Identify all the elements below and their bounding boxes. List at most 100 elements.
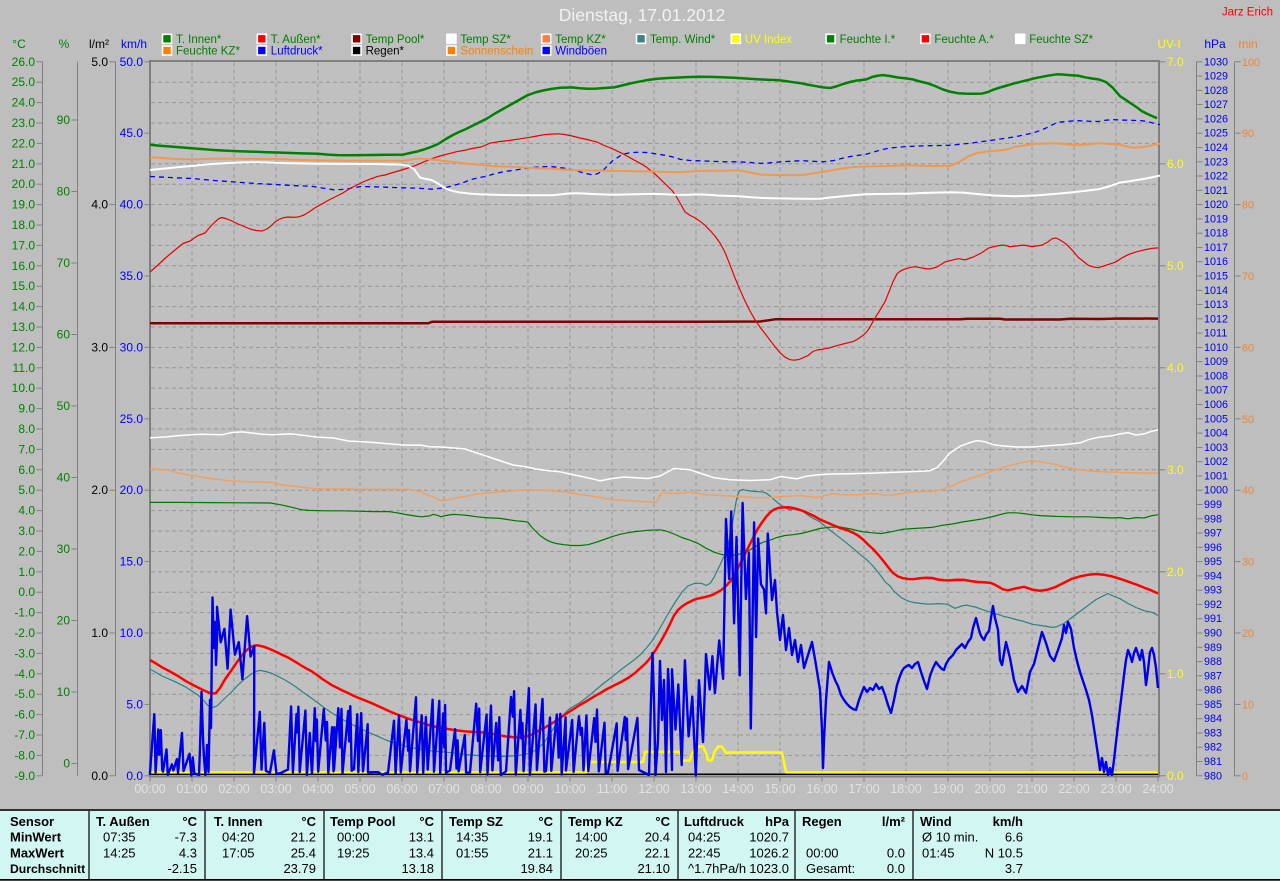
svg-text:50: 50 [1242, 414, 1254, 426]
svg-text:MinWert: MinWert [10, 830, 62, 845]
svg-text:20.4: 20.4 [645, 830, 670, 845]
svg-text:-7.0: -7.0 [14, 728, 35, 742]
svg-text:-7.3: -7.3 [175, 830, 197, 845]
svg-text:01:45: 01:45 [922, 845, 955, 860]
svg-text:17.0: 17.0 [12, 238, 36, 252]
svg-text:18:00: 18:00 [890, 782, 921, 796]
svg-text:Temp KZ: Temp KZ [568, 814, 623, 829]
svg-text:1005: 1005 [1204, 413, 1228, 425]
svg-text:16:00: 16:00 [806, 782, 837, 796]
svg-text:1006: 1006 [1204, 399, 1228, 411]
svg-text:2.0: 2.0 [18, 544, 35, 558]
svg-text:Jarz Erich: Jarz Erich [1222, 7, 1273, 19]
svg-text:993: 993 [1204, 585, 1222, 597]
svg-text:MaxWert: MaxWert [10, 845, 65, 860]
svg-text:6.6: 6.6 [1005, 830, 1023, 845]
svg-text:21:00: 21:00 [1016, 782, 1047, 796]
svg-text:991: 991 [1204, 613, 1222, 625]
svg-text:3.0: 3.0 [18, 524, 35, 538]
svg-text:25.4: 25.4 [291, 845, 316, 860]
svg-text:Windböen: Windböen [555, 46, 607, 58]
svg-text:23.0: 23.0 [12, 116, 36, 130]
svg-text:-1.0: -1.0 [14, 606, 35, 620]
svg-text:25.0: 25.0 [12, 75, 36, 89]
svg-text:-9.0: -9.0 [14, 769, 35, 783]
svg-text:15:00: 15:00 [764, 782, 795, 796]
svg-text:985: 985 [1204, 699, 1222, 711]
svg-text:30: 30 [57, 542, 71, 556]
svg-text:00:00: 00:00 [134, 782, 165, 796]
svg-text:7.0: 7.0 [1167, 55, 1184, 69]
svg-text:17:00: 17:00 [848, 782, 879, 796]
svg-text:Gesamt:: Gesamt: [806, 861, 855, 876]
svg-text:Feuchte A.*: Feuchte A.* [934, 34, 994, 46]
svg-text:Sensor: Sensor [10, 814, 54, 829]
svg-text:8.0: 8.0 [18, 422, 35, 436]
svg-text:hPa: hPa [1204, 37, 1226, 51]
svg-text:7.0: 7.0 [18, 442, 35, 456]
svg-text:26.0: 26.0 [12, 55, 36, 69]
svg-text:1018: 1018 [1204, 228, 1228, 240]
svg-text:5.0: 5.0 [91, 55, 108, 69]
svg-text:995: 995 [1204, 556, 1222, 568]
svg-text:1022: 1022 [1204, 171, 1228, 183]
svg-text:19.1: 19.1 [528, 830, 553, 845]
svg-text:17:05: 17:05 [222, 845, 255, 860]
svg-text:1014: 1014 [1204, 285, 1228, 297]
svg-text:1023.0: 1023.0 [749, 861, 789, 876]
svg-text:1.0: 1.0 [91, 626, 108, 640]
svg-text:-4.0: -4.0 [14, 667, 35, 681]
svg-text:Temp SZ: Temp SZ [449, 814, 503, 829]
svg-text:988: 988 [1204, 656, 1222, 668]
svg-text:Temp KZ*: Temp KZ* [555, 34, 606, 46]
svg-text:00:00: 00:00 [806, 845, 839, 860]
svg-text:21.10: 21.10 [637, 861, 670, 876]
svg-text:15.0: 15.0 [120, 555, 144, 569]
svg-text:1010: 1010 [1204, 342, 1228, 354]
svg-text:00:00: 00:00 [337, 830, 370, 845]
svg-text:90: 90 [57, 113, 71, 127]
svg-text:°C: °C [182, 814, 197, 829]
svg-text:13.4: 13.4 [409, 845, 434, 860]
svg-text:24:00: 24:00 [1142, 782, 1173, 796]
svg-text:25.0: 25.0 [120, 412, 144, 426]
svg-text:22.0: 22.0 [12, 136, 36, 150]
svg-text:km/h: km/h [993, 814, 1023, 829]
svg-text:3.0: 3.0 [1167, 463, 1184, 477]
svg-text:Durchschnitt: Durchschnitt [10, 862, 85, 876]
svg-text:1017: 1017 [1204, 242, 1228, 254]
svg-text:3.7: 3.7 [1005, 861, 1023, 876]
svg-text:10:00: 10:00 [554, 782, 585, 796]
svg-text:1002: 1002 [1204, 456, 1228, 468]
svg-text:05:00: 05:00 [344, 782, 375, 796]
svg-text:T. Innen*: T. Innen* [176, 34, 222, 46]
svg-text:12.0: 12.0 [12, 340, 36, 354]
svg-text:23.79: 23.79 [283, 861, 316, 876]
svg-text:4.0: 4.0 [18, 504, 35, 518]
svg-text:22.1: 22.1 [645, 845, 670, 860]
svg-text:3.0: 3.0 [91, 340, 108, 354]
svg-text:19:00: 19:00 [932, 782, 963, 796]
svg-text:981: 981 [1204, 756, 1222, 768]
svg-text:13.1: 13.1 [409, 830, 434, 845]
svg-text:13:00: 13:00 [680, 782, 711, 796]
svg-text:4.0: 4.0 [1167, 361, 1184, 375]
svg-text:998: 998 [1204, 513, 1222, 525]
svg-text:0.0: 0.0 [91, 769, 108, 783]
svg-text:Sonnenschein: Sonnenschein [460, 46, 533, 58]
svg-text:1016: 1016 [1204, 256, 1228, 268]
svg-text:1013: 1013 [1204, 299, 1228, 311]
svg-text:70: 70 [57, 256, 71, 270]
svg-text:1020: 1020 [1204, 199, 1228, 211]
svg-text:1020.7: 1020.7 [749, 830, 789, 845]
svg-text:-2.15: -2.15 [167, 861, 197, 876]
svg-text:0.0: 0.0 [887, 861, 905, 876]
svg-text:l/m²: l/m² [89, 37, 109, 51]
svg-text:1004: 1004 [1204, 428, 1228, 440]
svg-text:982: 982 [1204, 742, 1222, 754]
svg-text:Luftdruck*: Luftdruck* [271, 46, 323, 58]
svg-text:km/h: km/h [121, 37, 147, 51]
svg-text:07:00: 07:00 [428, 782, 459, 796]
svg-text:5.0: 5.0 [1167, 259, 1184, 273]
svg-text:1003: 1003 [1204, 442, 1228, 454]
